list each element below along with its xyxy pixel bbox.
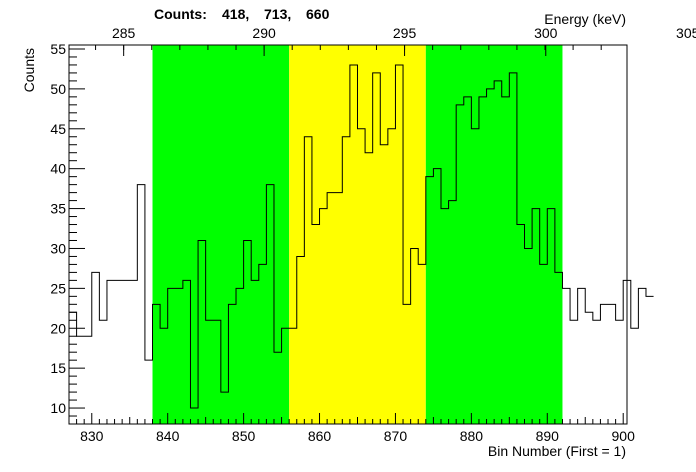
grid-ticks xyxy=(68,45,624,425)
energy-tick-label: 295 xyxy=(393,25,417,41)
x-tick-label: 840 xyxy=(156,428,180,444)
x-axis-title: Bin Number (First = 1) xyxy=(488,443,626,459)
y-axis-title: Counts xyxy=(21,48,37,92)
x-tick-labels: 830 840 850 860 870 880 890 900 xyxy=(80,428,635,444)
energy-tick-label: 290 xyxy=(252,25,276,41)
energy-axis-title: Energy (keV) xyxy=(544,11,626,27)
y-tick-labels: 10 15 20 25 30 35 40 45 50 55 xyxy=(50,41,66,416)
y-tick-label: 20 xyxy=(50,320,66,336)
y-tick-label: 10 xyxy=(50,400,66,416)
x-tick-label: 870 xyxy=(384,428,408,444)
x-tick-label: 880 xyxy=(460,428,484,444)
x-tick-label: 850 xyxy=(232,428,256,444)
region-2 xyxy=(425,45,563,424)
plot-frame xyxy=(68,44,628,425)
histogram-series xyxy=(69,64,654,409)
y-tick-label: 45 xyxy=(50,121,66,137)
x-tick-label: 900 xyxy=(612,428,636,444)
counts-value-left: 418, xyxy=(222,6,249,22)
y-tick-label: 50 xyxy=(50,81,66,97)
x-tick-label: 860 xyxy=(308,428,332,444)
counts-value-right: 660 xyxy=(306,6,330,22)
counts-value-peak: 713, xyxy=(264,6,291,22)
energy-tick-labels: 285 290 295 300 305 xyxy=(112,25,696,41)
y-tick-label: 40 xyxy=(50,161,66,177)
energy-tick-label: 285 xyxy=(112,25,136,41)
x-tick-label: 890 xyxy=(536,428,560,444)
energy-tick-label: 300 xyxy=(534,25,558,41)
counts-label: Counts: xyxy=(154,6,207,22)
y-tick-label: 25 xyxy=(50,280,66,296)
energy-tick-label: 305 xyxy=(676,25,696,41)
y-tick-label: 15 xyxy=(50,360,66,376)
y-tick-label: 55 xyxy=(50,41,66,57)
y-tick-label: 35 xyxy=(50,201,66,217)
x-tick-label: 830 xyxy=(80,428,104,444)
y-tick-label: 30 xyxy=(50,240,66,256)
